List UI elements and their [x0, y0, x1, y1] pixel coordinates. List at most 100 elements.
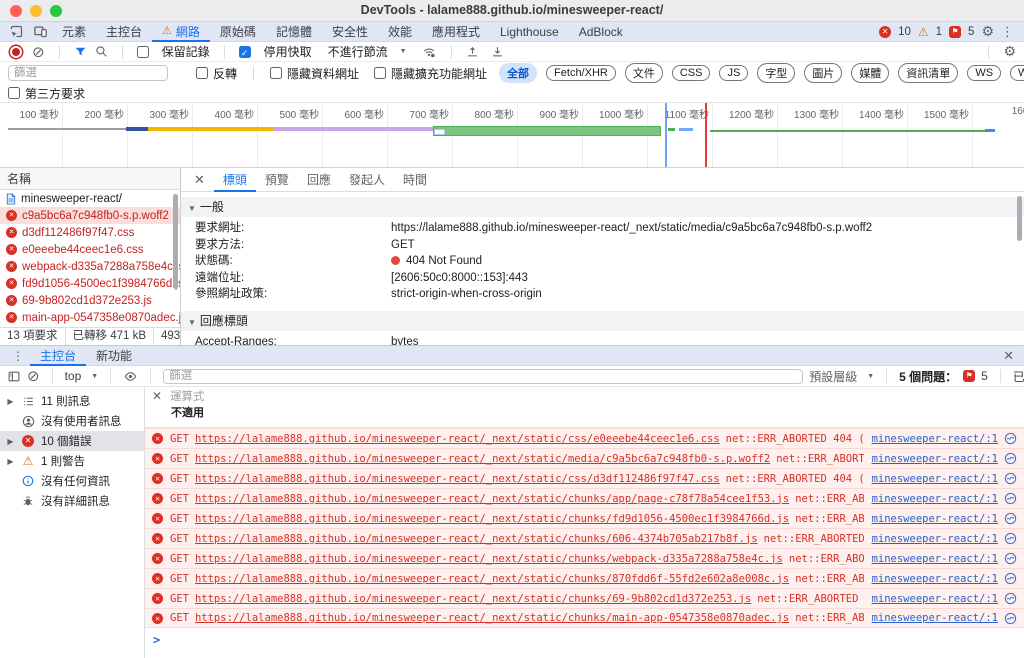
hide-data-urls-checkbox[interactable] [270, 67, 283, 79]
console-error-url-link[interactable]: https://lalame888.github.io/minesweeper-… [194, 592, 752, 605]
network-conditions-icon[interactable] [421, 45, 437, 59]
console-error-row[interactable]: GET https://lalame888.github.io/minesweep… [145, 608, 1024, 628]
export-har-icon[interactable] [491, 45, 504, 58]
live-expression-eye-icon[interactable] [123, 370, 138, 383]
window-close-button[interactable] [10, 5, 22, 17]
console-source-link[interactable]: minesweeper-react/:1 [871, 492, 998, 505]
search-icon[interactable] [95, 45, 108, 58]
filter-pill-doc[interactable]: 文件 [624, 63, 663, 83]
kebab-menu-icon[interactable]: ⋮ [1001, 23, 1014, 39]
window-zoom-button[interactable] [50, 5, 62, 17]
tab-initiator[interactable]: 發起人 [348, 172, 385, 187]
filter-pill-img[interactable]: 圖片 [804, 63, 843, 83]
issues-badge-icon[interactable] [949, 25, 962, 38]
console-error-url-link[interactable]: https://lalame888.github.io/minesweeper-… [194, 572, 790, 585]
errors-badge-icon[interactable] [879, 25, 892, 38]
clear-network-log-icon[interactable]: ⊘ [32, 43, 45, 61]
console-error-row[interactable]: GET https://lalame888.github.io/minesweep… [145, 548, 1024, 568]
tab-response[interactable]: 回應 [306, 172, 331, 187]
console-error-row[interactable]: GET https://lalame888.github.io/minesweep… [145, 488, 1024, 508]
console-error-url-link[interactable]: https://lalame888.github.io/minesweeper-… [194, 612, 790, 624]
console-source-link[interactable]: minesweeper-react/:1 [871, 552, 998, 565]
tab-memory[interactable]: 記憶體 [275, 24, 312, 39]
warnings-badge-icon[interactable]: ⚠ [917, 24, 929, 39]
close-details-icon[interactable]: ✕ [194, 171, 205, 187]
console-source-link[interactable]: minesweeper-react/:1 [871, 472, 998, 485]
console-filter-input[interactable] [163, 368, 804, 384]
explain-error-icon[interactable] [1004, 512, 1017, 525]
console-error-row[interactable]: GET https://lalame888.github.io/minesweep… [145, 448, 1024, 468]
console-error-url-link[interactable]: https://lalame888.github.io/minesweeper-… [194, 552, 783, 565]
errors-count[interactable]: 10 [898, 25, 911, 38]
drawer-tab-console[interactable]: 主控台 [30, 346, 86, 366]
explain-error-icon[interactable] [1004, 532, 1017, 545]
console-source-link[interactable]: minesweeper-react/:1 [871, 612, 998, 624]
tab-adblock[interactable]: AdBlock [578, 24, 623, 39]
request-row[interactable]: main-app-0547358e0870adec.js [0, 309, 180, 326]
console-source-link[interactable]: minesweeper-react/:1 [871, 512, 998, 525]
request-row[interactable]: minesweeper-react/ [0, 190, 180, 207]
sidebar-item-info[interactable]: 沒有任何資訊 [0, 471, 144, 491]
general-section-header[interactable]: ▼ 一般 [181, 197, 1024, 217]
console-error-row[interactable]: GET https://lalame888.github.io/minesweep… [145, 468, 1024, 488]
settings-gear-icon[interactable]: ⚙ [981, 23, 994, 39]
console-error-url-link[interactable]: https://lalame888.github.io/minesweeper-… [194, 472, 720, 485]
console-error-url-link[interactable]: https://lalame888.github.io/minesweeper-… [194, 432, 720, 445]
scrollbar-thumb[interactable] [1017, 196, 1022, 241]
console-source-link[interactable]: minesweeper-react/:1 [871, 452, 998, 465]
tab-application[interactable]: 應用程式 [431, 24, 480, 39]
tab-timing[interactable]: 時間 [402, 172, 427, 187]
tab-security[interactable]: 安全性 [331, 24, 368, 39]
tab-headers[interactable]: 標頭 [214, 168, 256, 192]
explain-error-icon[interactable] [1004, 432, 1017, 445]
hide-extension-urls-checkbox[interactable] [374, 67, 387, 79]
inspect-element-icon[interactable] [4, 22, 28, 42]
close-drawer-icon[interactable]: ✕ [1003, 347, 1014, 363]
tab-lighthouse[interactable]: Lighthouse [500, 24, 559, 39]
console-error-row[interactable]: GET https://lalame888.github.io/minesweep… [145, 508, 1024, 528]
third-party-checkbox[interactable] [8, 87, 20, 99]
sidebar-item-user-messages[interactable]: 沒有使用者訊息 [0, 411, 144, 431]
invert-filter-checkbox[interactable] [196, 67, 208, 79]
filter-pill-css[interactable]: CSS [671, 65, 711, 81]
import-har-icon[interactable] [466, 45, 479, 58]
warnings-count[interactable]: 1 [935, 25, 943, 38]
console-source-link[interactable]: minesweeper-react/:1 [871, 432, 998, 445]
filter-funnel-icon[interactable] [74, 45, 87, 58]
tab-console[interactable]: 主控台 [106, 24, 143, 39]
network-settings-gear-icon[interactable]: ⚙ [1003, 43, 1016, 59]
drawer-tab-whats-new[interactable]: 新功能 [96, 348, 133, 363]
console-error-row[interactable]: GET https://lalame888.github.io/minesweep… [145, 528, 1024, 548]
console-sidebar-toggle-icon[interactable] [7, 370, 21, 383]
console-error-url-link[interactable]: https://lalame888.github.io/minesweeper-… [194, 512, 790, 525]
filter-pill-media[interactable]: 媒體 [851, 63, 890, 83]
issues-count[interactable]: 5 [968, 25, 975, 38]
issues-counter-count[interactable]: 5 [981, 369, 988, 383]
console-error-row[interactable]: GET https://lalame888.github.io/minesweep… [145, 588, 1024, 608]
console-source-link[interactable]: minesweeper-react/:1 [871, 532, 998, 545]
live-expression-row[interactable]: ✕ 運算式 [145, 387, 1024, 405]
filter-pill-manifest[interactable]: 資訊清單 [898, 63, 959, 83]
sidebar-item-warnings[interactable]: ▶ ⚠ 1 則警告 [7, 454, 86, 468]
console-error-url-link[interactable]: https://lalame888.github.io/minesweeper-… [194, 532, 758, 545]
request-row[interactable]: e0eeebe44ceec1e6.css [0, 241, 180, 258]
filter-pill-fetch-xhr[interactable]: Fetch/XHR [546, 65, 616, 81]
response-headers-section-header[interactable]: ▼ 回應標頭 [181, 310, 1024, 331]
request-row[interactable]: fd9d1056-4500ec1f3984766d.js [0, 275, 180, 292]
explain-error-icon[interactable] [1004, 612, 1017, 625]
scrollbar-thumb[interactable] [173, 194, 178, 289]
filter-pill-js[interactable]: JS [719, 65, 749, 81]
tab-network[interactable]: ⚠ 網路 [152, 22, 210, 42]
request-row[interactable]: d3df112486f97f47.css [0, 224, 180, 241]
tab-performance[interactable]: 效能 [387, 24, 412, 39]
window-minimize-button[interactable] [30, 5, 42, 17]
sidebar-item-verbose[interactable]: 沒有詳細訊息 [0, 491, 144, 511]
live-expression-placeholder[interactable]: 運算式 [170, 391, 205, 403]
tab-sources[interactable]: 原始碼 [219, 24, 256, 39]
explain-error-icon[interactable] [1004, 572, 1017, 585]
sidebar-item-all-messages[interactable]: ▶ 11 則訊息 [7, 396, 91, 408]
console-error-url-link[interactable]: https://lalame888.github.io/minesweeper-… [194, 452, 771, 465]
filter-pill-all[interactable]: 全部 [499, 63, 538, 83]
console-prompt[interactable]: > [145, 631, 1024, 649]
tab-preview[interactable]: 預覽 [264, 172, 289, 187]
